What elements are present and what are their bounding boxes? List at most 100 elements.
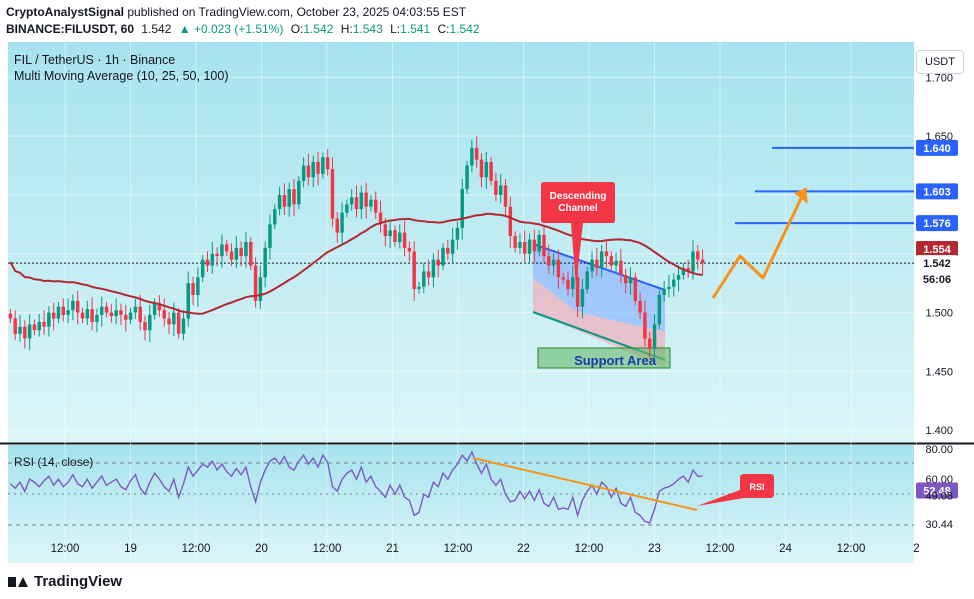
candle-body[interactable] xyxy=(412,251,416,290)
price-chart[interactable]: Descending Channel Support Area 1.700 1.6… xyxy=(0,42,974,564)
candle-body[interactable] xyxy=(220,244,224,257)
candle-body[interactable] xyxy=(51,312,56,319)
candle-body[interactable] xyxy=(277,194,282,210)
candle-body[interactable] xyxy=(297,180,301,205)
candle-body[interactable] xyxy=(128,312,133,320)
candle-body[interactable] xyxy=(191,283,195,295)
candle-body[interactable] xyxy=(75,300,80,313)
candle-body[interactable] xyxy=(667,286,671,290)
candle-body[interactable] xyxy=(172,312,176,325)
candle-body[interactable] xyxy=(643,312,647,339)
candle-body[interactable] xyxy=(551,259,556,266)
channel-upper-line[interactable] xyxy=(532,243,666,291)
candle-body[interactable] xyxy=(253,265,258,301)
candle-body[interactable] xyxy=(80,312,85,319)
candle-body[interactable] xyxy=(623,274,628,284)
candle-body[interactable] xyxy=(503,185,508,207)
candle-body[interactable] xyxy=(157,303,162,311)
candle-body[interactable] xyxy=(547,256,551,266)
candle-body[interactable] xyxy=(628,277,633,284)
candle-body[interactable] xyxy=(672,279,676,287)
candle-body[interactable] xyxy=(686,267,690,272)
candle-body[interactable] xyxy=(518,242,522,248)
rsi-callout[interactable]: RSI xyxy=(697,474,774,506)
candle-body[interactable] xyxy=(532,239,537,252)
candle-body[interactable] xyxy=(662,289,666,295)
candle-body[interactable] xyxy=(316,162,320,174)
candle-body[interactable] xyxy=(321,157,325,174)
candle-body[interactable] xyxy=(311,162,315,178)
candle-body[interactable] xyxy=(426,271,431,278)
candle-body[interactable] xyxy=(258,277,263,301)
candle-body[interactable] xyxy=(657,294,662,325)
candle-body[interactable] xyxy=(633,277,638,301)
candle-body[interactable] xyxy=(402,232,407,248)
candle-body[interactable] xyxy=(436,259,440,266)
candle-body[interactable] xyxy=(590,259,594,272)
candle-body[interactable] xyxy=(479,159,484,178)
candle-body[interactable] xyxy=(489,162,493,181)
candle-body[interactable] xyxy=(585,271,589,290)
candle-body[interactable] xyxy=(537,234,541,252)
candle-body[interactable] xyxy=(42,322,46,327)
candle-body[interactable] xyxy=(287,189,291,207)
candle-body[interactable] xyxy=(239,247,243,257)
candle-body[interactable] xyxy=(95,314,99,322)
candle-body[interactable] xyxy=(234,247,239,260)
candle-body[interactable] xyxy=(556,259,561,278)
candle-body[interactable] xyxy=(561,277,565,280)
candle-body[interactable] xyxy=(575,277,580,307)
candle-body[interactable] xyxy=(422,271,426,287)
candle-body[interactable] xyxy=(595,259,599,268)
candle-body[interactable] xyxy=(609,256,613,266)
candle-body[interactable] xyxy=(200,259,205,278)
candle-body[interactable] xyxy=(196,277,200,295)
descending-channel-callout[interactable]: Descending Channel xyxy=(541,182,615,286)
candle-body[interactable] xyxy=(450,239,455,254)
candle-body[interactable] xyxy=(224,244,229,252)
candle-body[interactable] xyxy=(104,306,109,313)
rsi-trendline[interactable] xyxy=(472,457,698,511)
candle-body[interactable] xyxy=(167,318,171,325)
candle-body[interactable] xyxy=(354,197,359,210)
candle-body[interactable] xyxy=(205,259,210,266)
candle-body[interactable] xyxy=(652,324,657,348)
candle-body[interactable] xyxy=(335,218,340,233)
chart-area[interactable]: Descending Channel Support Area 1.700 1.6… xyxy=(0,42,974,564)
candle-body[interactable] xyxy=(446,247,450,254)
moving-average-line[interactable] xyxy=(9,212,703,315)
candle-body[interactable] xyxy=(364,192,368,207)
candle-body[interactable] xyxy=(273,209,277,225)
candle-body[interactable] xyxy=(109,312,114,317)
candle-body[interactable] xyxy=(571,277,575,290)
candle-body[interactable] xyxy=(90,309,94,322)
candle-body[interactable] xyxy=(647,338,652,348)
candle-body[interactable] xyxy=(378,212,383,225)
candle-body[interactable] xyxy=(119,310,123,315)
candle-body[interactable] xyxy=(619,260,623,275)
candle-body[interactable] xyxy=(700,259,705,264)
candle-body[interactable] xyxy=(133,306,138,313)
candle-body[interactable] xyxy=(162,310,166,319)
candle-body[interactable] xyxy=(580,289,585,307)
rsi-line[interactable] xyxy=(9,450,703,524)
candle-body[interactable] xyxy=(460,189,464,228)
candle-body[interactable] xyxy=(691,251,695,272)
candle-body[interactable] xyxy=(263,247,267,278)
candle-body[interactable] xyxy=(523,242,527,254)
candle-body[interactable] xyxy=(566,279,570,290)
candle-body[interactable] xyxy=(138,306,142,322)
candle-body[interactable] xyxy=(614,260,618,266)
candle-body[interactable] xyxy=(542,234,546,257)
candle-body[interactable] xyxy=(215,253,219,257)
candle-body[interactable] xyxy=(306,165,311,178)
candle-body[interactable] xyxy=(484,162,489,178)
candle-body[interactable] xyxy=(325,157,330,170)
candle-body[interactable] xyxy=(152,303,157,315)
candle-body[interactable] xyxy=(301,165,306,181)
candle-body[interactable] xyxy=(494,180,498,195)
author-name[interactable]: CryptoAnalystSignal xyxy=(6,5,125,19)
candle-body[interactable] xyxy=(18,326,22,334)
indicator-label[interactable]: Multi Moving Average (10, 25, 50, 100) xyxy=(14,69,229,83)
